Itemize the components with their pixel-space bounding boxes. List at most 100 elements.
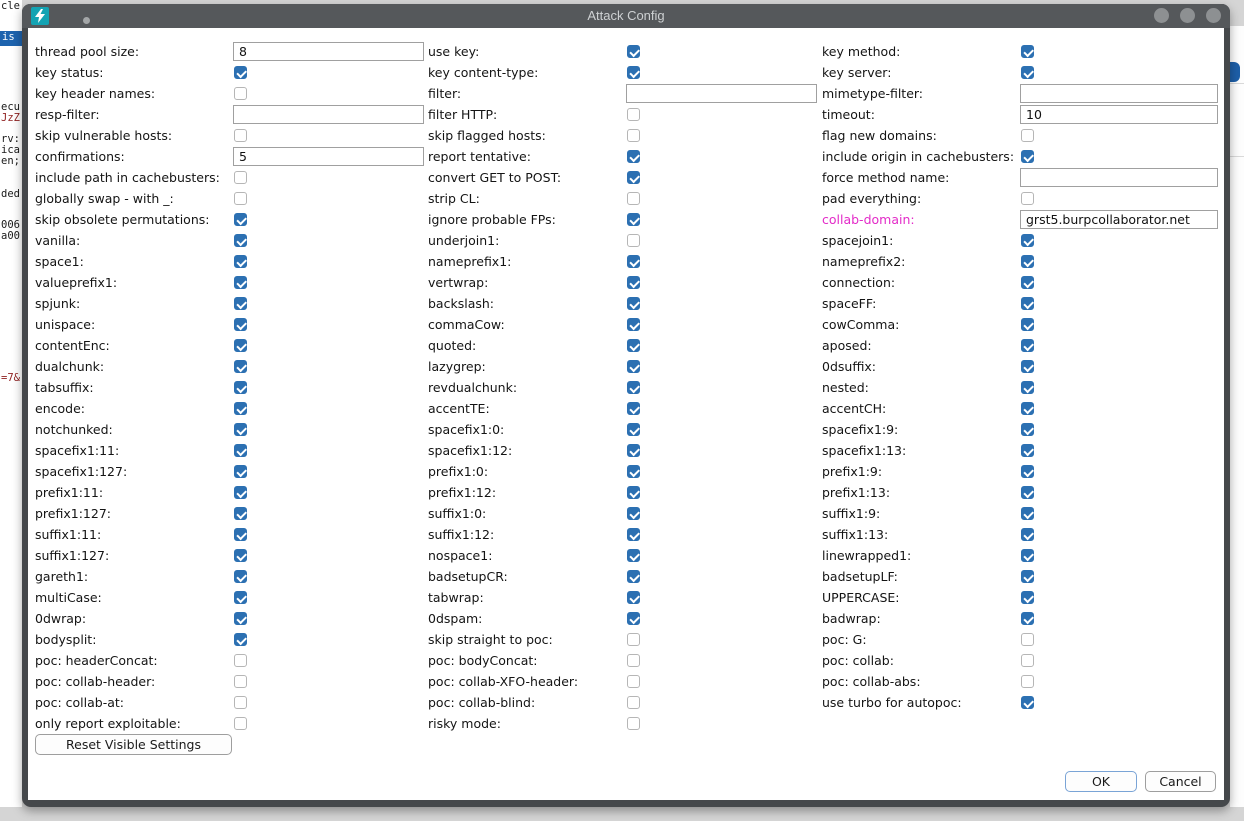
- setting-checkbox[interactable]: [234, 549, 247, 562]
- setting-checkbox[interactable]: [1021, 402, 1034, 415]
- setting-checkbox[interactable]: [627, 654, 640, 667]
- setting-checkbox[interactable]: [1021, 150, 1034, 163]
- setting-checkbox[interactable]: [234, 276, 247, 289]
- setting-checkbox[interactable]: [627, 129, 640, 142]
- setting-checkbox[interactable]: [627, 549, 640, 562]
- setting-checkbox[interactable]: [627, 675, 640, 688]
- setting-checkbox[interactable]: [234, 360, 247, 373]
- setting-checkbox[interactable]: [1021, 465, 1034, 478]
- setting-checkbox[interactable]: [234, 507, 247, 520]
- setting-checkbox[interactable]: [1021, 633, 1034, 646]
- setting-checkbox[interactable]: [1021, 339, 1034, 352]
- setting-checkbox[interactable]: [627, 696, 640, 709]
- close-button[interactable]: [1206, 8, 1221, 23]
- setting-checkbox[interactable]: [627, 339, 640, 352]
- setting-checkbox[interactable]: [627, 612, 640, 625]
- setting-checkbox[interactable]: [627, 213, 640, 226]
- setting-input[interactable]: [626, 84, 817, 103]
- setting-checkbox[interactable]: [1021, 696, 1034, 709]
- setting-checkbox[interactable]: [234, 318, 247, 331]
- setting-checkbox[interactable]: [234, 192, 247, 205]
- setting-checkbox[interactable]: [627, 45, 640, 58]
- setting-checkbox[interactable]: [627, 360, 640, 373]
- setting-checkbox[interactable]: [234, 255, 247, 268]
- setting-checkbox[interactable]: [627, 444, 640, 457]
- setting-checkbox[interactable]: [234, 591, 247, 604]
- setting-checkbox[interactable]: [234, 612, 247, 625]
- setting-checkbox[interactable]: [1021, 549, 1034, 562]
- setting-checkbox[interactable]: [234, 465, 247, 478]
- setting-checkbox[interactable]: [627, 381, 640, 394]
- setting-input[interactable]: [1020, 105, 1218, 124]
- setting-checkbox[interactable]: [627, 108, 640, 121]
- setting-checkbox[interactable]: [234, 486, 247, 499]
- setting-checkbox[interactable]: [234, 213, 247, 226]
- setting-checkbox[interactable]: [627, 318, 640, 331]
- setting-checkbox[interactable]: [1021, 528, 1034, 541]
- setting-checkbox[interactable]: [1021, 591, 1034, 604]
- setting-checkbox[interactable]: [1021, 234, 1034, 247]
- setting-checkbox[interactable]: [1021, 423, 1034, 436]
- setting-checkbox[interactable]: [234, 444, 247, 457]
- setting-checkbox[interactable]: [234, 675, 247, 688]
- setting-checkbox[interactable]: [234, 339, 247, 352]
- setting-checkbox[interactable]: [234, 66, 247, 79]
- setting-checkbox[interactable]: [234, 381, 247, 394]
- setting-input[interactable]: [233, 105, 424, 124]
- setting-input[interactable]: [1020, 168, 1218, 187]
- minimize-button[interactable]: [1154, 8, 1169, 23]
- setting-checkbox[interactable]: [627, 465, 640, 478]
- setting-checkbox[interactable]: [234, 717, 247, 730]
- setting-checkbox[interactable]: [1021, 255, 1034, 268]
- setting-checkbox[interactable]: [627, 507, 640, 520]
- setting-input[interactable]: [1020, 210, 1218, 229]
- setting-checkbox[interactable]: [1021, 360, 1034, 373]
- setting-checkbox[interactable]: [1021, 66, 1034, 79]
- setting-checkbox[interactable]: [234, 87, 247, 100]
- setting-checkbox[interactable]: [1021, 654, 1034, 667]
- setting-checkbox[interactable]: [1021, 318, 1034, 331]
- setting-checkbox[interactable]: [234, 171, 247, 184]
- setting-checkbox[interactable]: [627, 171, 640, 184]
- setting-checkbox[interactable]: [1021, 507, 1034, 520]
- setting-checkbox[interactable]: [627, 255, 640, 268]
- setting-checkbox[interactable]: [234, 633, 247, 646]
- setting-checkbox[interactable]: [1021, 297, 1034, 310]
- setting-checkbox[interactable]: [234, 234, 247, 247]
- setting-checkbox[interactable]: [234, 696, 247, 709]
- setting-checkbox[interactable]: [1021, 675, 1034, 688]
- maximize-button[interactable]: [1180, 8, 1195, 23]
- setting-checkbox[interactable]: [627, 192, 640, 205]
- setting-checkbox[interactable]: [234, 402, 247, 415]
- setting-checkbox[interactable]: [627, 402, 640, 415]
- setting-checkbox[interactable]: [234, 423, 247, 436]
- setting-checkbox[interactable]: [1021, 276, 1034, 289]
- setting-checkbox[interactable]: [627, 297, 640, 310]
- setting-checkbox[interactable]: [627, 66, 640, 79]
- setting-checkbox[interactable]: [627, 591, 640, 604]
- setting-checkbox[interactable]: [627, 528, 640, 541]
- setting-checkbox[interactable]: [627, 276, 640, 289]
- setting-checkbox[interactable]: [627, 150, 640, 163]
- setting-checkbox[interactable]: [1021, 45, 1034, 58]
- setting-checkbox[interactable]: [1021, 444, 1034, 457]
- setting-input[interactable]: [233, 147, 424, 166]
- setting-checkbox[interactable]: [1021, 612, 1034, 625]
- setting-input[interactable]: [233, 42, 424, 61]
- setting-checkbox[interactable]: [234, 297, 247, 310]
- setting-input[interactable]: [1020, 84, 1218, 103]
- setting-checkbox[interactable]: [1021, 570, 1034, 583]
- setting-checkbox[interactable]: [234, 528, 247, 541]
- setting-checkbox[interactable]: [627, 486, 640, 499]
- setting-checkbox[interactable]: [1021, 129, 1034, 142]
- setting-checkbox[interactable]: [627, 570, 640, 583]
- setting-checkbox[interactable]: [234, 654, 247, 667]
- setting-checkbox[interactable]: [627, 717, 640, 730]
- reset-visible-settings-button[interactable]: Reset Visible Settings: [35, 734, 232, 755]
- ok-button[interactable]: OK: [1065, 771, 1137, 792]
- setting-checkbox[interactable]: [1021, 192, 1034, 205]
- cancel-button[interactable]: Cancel: [1145, 771, 1216, 792]
- setting-checkbox[interactable]: [627, 234, 640, 247]
- setting-checkbox[interactable]: [1021, 381, 1034, 394]
- setting-checkbox[interactable]: [234, 129, 247, 142]
